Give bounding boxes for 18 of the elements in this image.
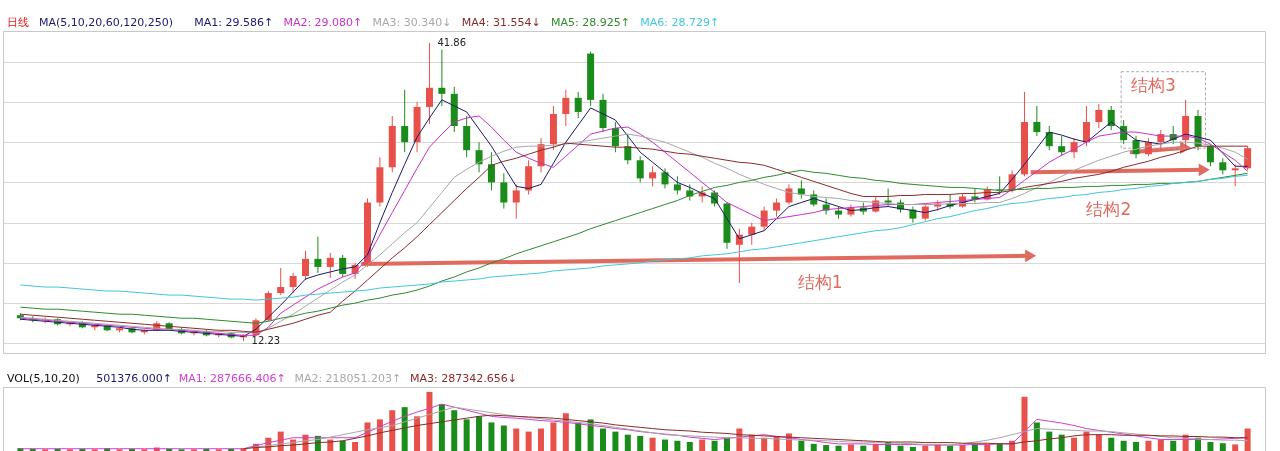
text: MA5: 28.925↑ [551, 16, 630, 29]
text: MA3: 287342.656↓ [410, 372, 517, 385]
text: MA2: 218051.203↑ [294, 372, 402, 385]
text: MA1: 287666.406↑ [178, 372, 286, 385]
text: MA6: 28.729↑ [640, 16, 720, 29]
annotation: 结构3 [1131, 74, 1176, 95]
chart-subtitle: MA(5,10,20,60,120,250) [39, 16, 174, 29]
text: MA2: 29.080↑ [283, 16, 363, 29]
annotation: 41.86 [437, 36, 467, 48]
text: MA1: 29.586↑ [194, 16, 274, 29]
annotation: 结构2 [1086, 198, 1132, 219]
chart-title: VOL(5,10,20) [7, 372, 80, 385]
text: MA4: 31.554↓ [461, 16, 541, 29]
annotation: 12.23 [251, 335, 281, 347]
text: MA3: 30.340↓ [372, 16, 452, 29]
chart-subtitle: 501376.000↑ [96, 372, 172, 385]
annotation: 结构1 [797, 272, 843, 293]
chart-title: 日线 [7, 16, 29, 29]
